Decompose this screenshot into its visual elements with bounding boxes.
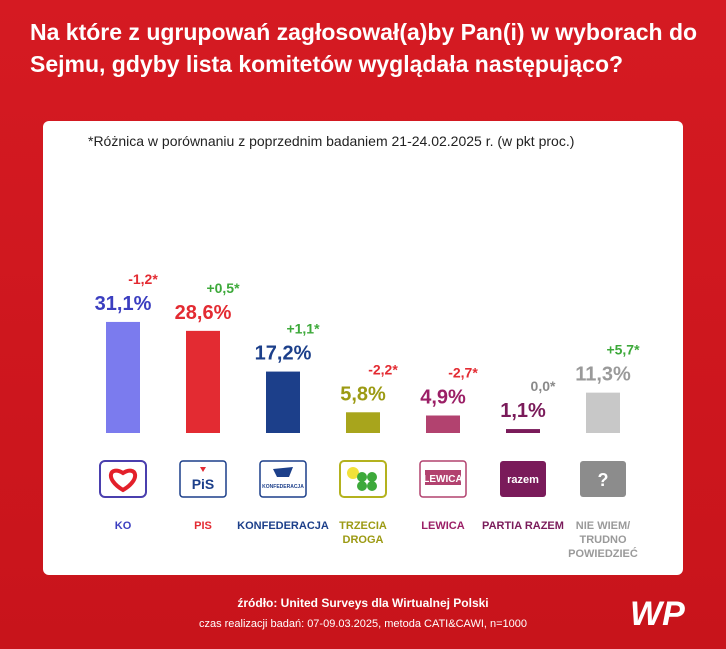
bar-lewica bbox=[426, 415, 460, 433]
category-label-nie-wiem-trudno-powiedzie: POWIEDZIEĆ bbox=[568, 547, 638, 560]
category-label-konfederacja: KONFEDERACJA bbox=[237, 520, 329, 532]
clover-sun-icon bbox=[347, 467, 359, 479]
pis-logo-text: PiS bbox=[192, 476, 215, 492]
change-label-partia-razem: 0,0* bbox=[531, 378, 556, 394]
fieldwork-text: czas realizacji badań: 07-09.03.2025, me… bbox=[198, 618, 528, 630]
value-label-nie-wiem-trudno-powiedzie: 11,3% bbox=[575, 364, 631, 386]
crown-icon bbox=[273, 467, 293, 477]
change-label-pis: +0,5* bbox=[206, 280, 240, 296]
clover-leaf-icon bbox=[367, 472, 377, 482]
wp-logo-text: WP bbox=[630, 595, 685, 629]
value-label-lewica: 4,9% bbox=[420, 387, 466, 409]
change-label-lewica: -2,7* bbox=[448, 365, 478, 381]
lewica-logo-band bbox=[425, 470, 461, 485]
bar-partia-razem bbox=[506, 429, 540, 433]
heart-icon bbox=[109, 468, 137, 493]
clover-leaf-icon bbox=[357, 472, 367, 482]
change-note: *Różnica w porównaniu z poprzednim badan… bbox=[88, 133, 575, 149]
bar-pis bbox=[186, 330, 220, 433]
value-label-ko: 31,1% bbox=[95, 293, 152, 315]
logo-box-nie-wiem-trudno-powiedzie bbox=[580, 461, 626, 497]
bar-nie-wiem-trudno-powiedzie bbox=[586, 392, 620, 433]
logo-box-pis bbox=[179, 460, 227, 498]
bar-ko bbox=[106, 321, 140, 433]
clover-leaf-icon bbox=[357, 481, 367, 491]
question-icon: ? bbox=[598, 470, 609, 490]
value-label-partia-razem: 1,1% bbox=[500, 400, 546, 422]
bar-chart: 31,1% -1,2* KO 28,6% +0,5* PiS PIS 17,2% +1,1* KO… bbox=[95, 271, 640, 560]
change-label-konfederacja: +1,1* bbox=[286, 321, 320, 337]
source-text: źródło: United Surveys dla Wirtualnej Po… bbox=[237, 596, 489, 610]
category-label-trzecia-droga: TRZECIA bbox=[339, 520, 387, 532]
chart-title: Na które z ugrupowań zagłosował(a)by Pan… bbox=[30, 19, 698, 77]
category-label-ko: KO bbox=[115, 520, 132, 532]
wp-logo: WP bbox=[630, 595, 685, 629]
lewica-logo-text: LEWICA bbox=[423, 474, 462, 485]
value-label-pis: 28,6% bbox=[175, 302, 232, 324]
bar-konfederacja bbox=[266, 371, 300, 433]
category-label-partia-razem: PARTIA RAZEM bbox=[482, 520, 564, 532]
chart-panel bbox=[43, 121, 683, 575]
clover-leaf-icon bbox=[367, 481, 377, 491]
category-label-trzecia-droga: DROGA bbox=[343, 534, 384, 546]
category-label-lewica: LEWICA bbox=[421, 520, 464, 532]
eagle-icon bbox=[200, 467, 206, 472]
value-label-konfederacja: 17,2% bbox=[255, 343, 312, 365]
bar-trzecia-droga bbox=[346, 412, 380, 433]
logo-box-partia-razem bbox=[500, 461, 546, 497]
change-label-ko: -1,2* bbox=[128, 271, 158, 287]
change-label-trzecia-droga: -2,2* bbox=[368, 361, 398, 377]
category-label-nie-wiem-trudno-powiedzie: NIE WIEM/ bbox=[576, 520, 630, 532]
category-label-pis: PIS bbox=[194, 520, 212, 532]
category-label-nie-wiem-trudno-powiedzie: TRUDNO bbox=[579, 534, 626, 546]
value-label-trzecia-droga: 5,8% bbox=[340, 383, 386, 405]
logo-box-konfederacja bbox=[259, 460, 307, 498]
konfederacja-logo-text: KONFEDERACJA bbox=[262, 484, 304, 490]
change-label-nie-wiem-trudno-powiedzie: +5,7* bbox=[606, 342, 640, 358]
razem-logo-text: razem bbox=[507, 474, 539, 486]
